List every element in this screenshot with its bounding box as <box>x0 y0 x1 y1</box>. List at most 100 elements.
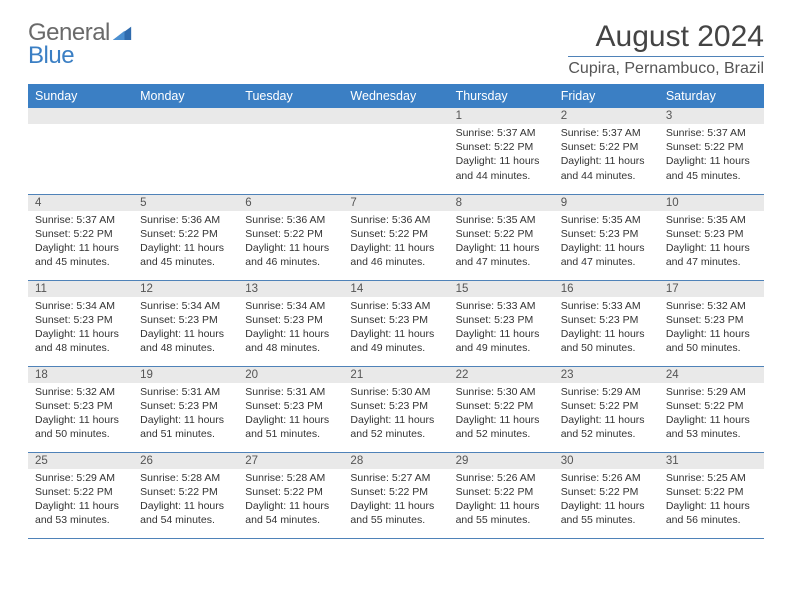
day-number: 22 <box>449 367 554 383</box>
calendar-body: 1Sunrise: 5:37 AMSunset: 5:22 PMDaylight… <box>28 108 764 538</box>
calendar-row: 18 Sunrise: 5:32 AM Sunset: 5:23 PM Dayligh… <box>28 366 764 452</box>
calendar-cell: 3Sunrise: 5:37 AMSunset: 5:22 PMDaylight… <box>659 108 764 194</box>
day-number: 1 <box>449 108 554 124</box>
day-number-empty <box>133 108 238 124</box>
daylight-text: Daylight: 11 hours and 45 minutes. <box>666 155 750 181</box>
sunset-text: Sunset: 5:22 PM <box>140 228 218 240</box>
calendar-cell: 11Sunrise: 5:34 AMSunset: 5:23 PMDayligh… <box>28 280 133 366</box>
daylight-text: Daylight: 11 hours and 50 minutes. <box>666 328 750 354</box>
calendar-cell: 5Sunrise: 5:36 AMSunset: 5:22 PMDaylight… <box>133 194 238 280</box>
daylight-text: Daylight: 11 hours and 48 minutes. <box>140 328 224 354</box>
calendar-cell: 8Sunrise: 5:35 AMSunset: 5:22 PMDaylight… <box>449 194 554 280</box>
day-number: 4 <box>28 195 133 211</box>
calendar-cell: 20Sunrise: 5:31 AMSunset: 5:23 PMDayligh… <box>238 366 343 452</box>
sunset-text: Sunset: 5:22 PM <box>35 228 113 240</box>
day-content: Sunrise: 5:26 AMSunset: 5:22 PMDaylight:… <box>554 469 659 532</box>
logo-triangle-icon <box>112 22 132 45</box>
sunset-text: Sunset: 5:23 PM <box>35 400 113 412</box>
daylight-text: Daylight: 11 hours and 50 minutes. <box>35 414 119 440</box>
weekday-wed: Wednesday <box>343 84 448 108</box>
day-content: Sunrise: 5:37 AMSunset: 5:22 PMDaylight:… <box>28 211 133 274</box>
sunrise-text: Sunrise: 5:33 AM <box>350 300 430 312</box>
calendar-cell: 21Sunrise: 5:30 AMSunset: 5:23 PMDayligh… <box>343 366 448 452</box>
calendar-row: 25Sunrise: 5:29 AMSunset: 5:22 PMDayligh… <box>28 452 764 538</box>
day-content: Sunrise: 5:34 AMSunset: 5:23 PMDaylight:… <box>238 297 343 360</box>
day-content: Sunrise: 5:35 AMSunset: 5:23 PMDaylight:… <box>554 211 659 274</box>
sunrise-text: Sunrise: 5:36 AM <box>350 214 430 226</box>
daylight-text: Daylight: 11 hours and 50 minutes. <box>561 328 645 354</box>
sunrise-text: Sunrise: 5:36 AM <box>140 214 220 226</box>
sunset-text: Sunset: 5:22 PM <box>561 400 639 412</box>
day-content: Sunrise: 5:29 AM Sunset: 5:22 PM Daylight:… <box>659 383 764 446</box>
calendar-cell: 9Sunrise: 5:35 AMSunset: 5:23 PMDaylight… <box>554 194 659 280</box>
sunset-text: Sunset: 5:22 PM <box>140 486 218 498</box>
calendar-cell: 22Sunrise: 5:30 AMSunset: 5:22 PMDayligh… <box>449 366 554 452</box>
sunset-text: Sunset: 5:22 PM <box>666 400 744 412</box>
header: GeneralBlue August 2024 Cupira, Pernambu… <box>28 22 764 78</box>
sunrise-text: Sunrise: 5:35 AM <box>666 214 746 226</box>
day-content: Sunrise: 5:37 AMSunset: 5:22 PMDaylight:… <box>659 124 764 187</box>
day-number: 12 <box>133 281 238 297</box>
daylight-text: Daylight: 11 hours and 45 minutes. <box>35 242 119 268</box>
sunset-text: Sunset: 5:23 PM <box>140 314 218 326</box>
sunrise-text: Sunrise: 5:28 AM <box>245 472 325 484</box>
sunrise-text: Sunrise: 5:29 AM <box>666 386 746 398</box>
day-number: 10 <box>659 195 764 211</box>
day-content: Sunrise: 5:32 AM Sunset: 5:23 PM Daylight:… <box>28 383 133 446</box>
day-content: Sunrise: 5:28 AMSunset: 5:22 PMDaylight:… <box>238 469 343 532</box>
daylight-text: Daylight: 11 hours and 53 minutes. <box>666 414 750 440</box>
daylight-text: Daylight: 11 hours and 48 minutes. <box>245 328 329 354</box>
sunset-text: Sunset: 5:22 PM <box>561 486 639 498</box>
location-text: Cupira, Pernambuco, Brazil <box>568 56 764 78</box>
day-content: Sunrise: 5:30 AMSunset: 5:22 PMDaylight:… <box>449 383 554 446</box>
day-number: 14 <box>343 281 448 297</box>
day-number: 27 <box>238 453 343 469</box>
calendar-cell: 14Sunrise: 5:33 AMSunset: 5:23 PMDayligh… <box>343 280 448 366</box>
day-number: 6 <box>238 195 343 211</box>
daylight-text: Daylight: 11 hours and 52 minutes. <box>561 414 645 440</box>
sunrise-text: Sunrise: 5:36 AM <box>245 214 325 226</box>
daylight-text: Daylight: 11 hours and 48 minutes. <box>35 328 119 354</box>
sunrise-text: Sunrise: 5:31 AM <box>140 386 220 398</box>
logo: GeneralBlue <box>28 22 132 68</box>
day-number: 29 <box>449 453 554 469</box>
sunset-text: Sunset: 5:23 PM <box>561 314 639 326</box>
calendar-cell: 25Sunrise: 5:29 AMSunset: 5:22 PMDayligh… <box>28 452 133 538</box>
sunrise-text: Sunrise: 5:30 AM <box>456 386 536 398</box>
weekday-fri: Friday <box>554 84 659 108</box>
weekday-tue: Tuesday <box>238 84 343 108</box>
day-content: Sunrise: 5:31 AMSunset: 5:23 PMDaylight:… <box>133 383 238 446</box>
calendar-cell: 27Sunrise: 5:28 AMSunset: 5:22 PMDayligh… <box>238 452 343 538</box>
day-number: 18 <box>28 367 133 383</box>
daylight-text: Daylight: 11 hours and 51 minutes. <box>140 414 224 440</box>
day-number: 2 <box>554 108 659 124</box>
calendar-cell: 28Sunrise: 5:27 AMSunset: 5:22 PMDayligh… <box>343 452 448 538</box>
day-content: Sunrise: 5:34 AMSunset: 5:23 PMDaylight:… <box>133 297 238 360</box>
calendar-cell: 15Sunrise: 5:33 AMSunset: 5:23 PMDayligh… <box>449 280 554 366</box>
calendar-page: GeneralBlue August 2024 Cupira, Pernambu… <box>0 0 792 557</box>
day-number: 31 <box>659 453 764 469</box>
sunrise-text: Sunrise: 5:32 AM <box>35 386 115 398</box>
sunrise-text: Sunrise: 5:26 AM <box>561 472 641 484</box>
calendar-cell: 16Sunrise: 5:33 AMSunset: 5:23 PMDayligh… <box>554 280 659 366</box>
daylight-text: Daylight: 11 hours and 47 minutes. <box>666 242 750 268</box>
calendar-cell: 12Sunrise: 5:34 AMSunset: 5:23 PMDayligh… <box>133 280 238 366</box>
sunset-text: Sunset: 5:23 PM <box>456 314 534 326</box>
sunrise-text: Sunrise: 5:34 AM <box>245 300 325 312</box>
sunrise-text: Sunrise: 5:26 AM <box>456 472 536 484</box>
day-content: Sunrise: 5:33 AMSunset: 5:23 PMDaylight:… <box>554 297 659 360</box>
day-number: 8 <box>449 195 554 211</box>
day-content: Sunrise: 5:37 AMSunset: 5:22 PMDaylight:… <box>449 124 554 187</box>
calendar-cell: 31Sunrise: 5:25 AMSunset: 5:22 PMDayligh… <box>659 452 764 538</box>
title-block: August 2024 Cupira, Pernambuco, Brazil <box>568 22 764 78</box>
daylight-text: Daylight: 11 hours and 54 minutes. <box>245 500 329 526</box>
daylight-text: Daylight: 11 hours and 47 minutes. <box>561 242 645 268</box>
calendar-cell: 13Sunrise: 5:34 AMSunset: 5:23 PMDayligh… <box>238 280 343 366</box>
daylight-text: Daylight: 11 hours and 46 minutes. <box>245 242 329 268</box>
calendar-row: 4Sunrise: 5:37 AMSunset: 5:22 PMDaylight… <box>28 194 764 280</box>
day-number: 5 <box>133 195 238 211</box>
day-content: Sunrise: 5:34 AMSunset: 5:23 PMDaylight:… <box>28 297 133 360</box>
day-content: Sunrise: 5:33 AMSunset: 5:23 PMDaylight:… <box>449 297 554 360</box>
calendar-cell: 1Sunrise: 5:37 AMSunset: 5:22 PMDaylight… <box>449 108 554 194</box>
day-number-empty <box>343 108 448 124</box>
